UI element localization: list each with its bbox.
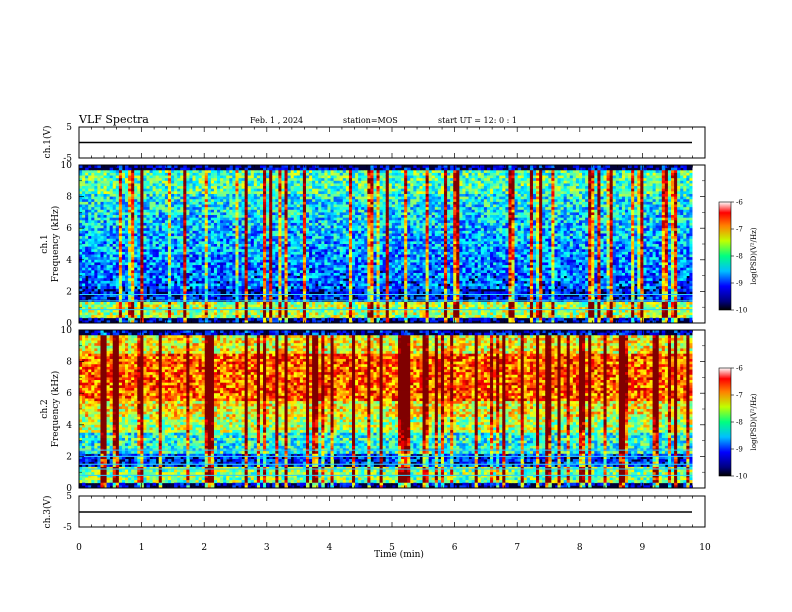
ch2-colorbar-tick: -8 <box>736 419 743 427</box>
x-tick-label: 7 <box>514 543 520 553</box>
x-tick-label: 8 <box>577 543 583 553</box>
ch1-spectrogram-ytick-label: 6 <box>66 224 72 234</box>
figure-title: VLF Spectra <box>78 113 149 126</box>
ch1-spectrogram-ytick-label: 8 <box>66 193 72 203</box>
ch2-colorbar-tick: -6 <box>736 365 743 373</box>
ch1-spectrogram-ytick-label: 2 <box>66 287 72 297</box>
x-tick-label: 5 <box>389 543 395 553</box>
ch1-spectrogram-ytick-label: 0 <box>66 319 72 329</box>
ch2-spectrogram-ytick-label: 6 <box>66 389 72 399</box>
ch2-spectrogram-ylabel-channel: ch.2 <box>40 399 50 418</box>
ch2-colorbar-tick: -10 <box>736 473 747 481</box>
ch1-colorbar-tick: -7 <box>736 226 743 234</box>
x-tick-label: 3 <box>264 543 270 553</box>
ch1-spectrogram-ytick-label: 10 <box>61 161 73 171</box>
ch2-spectrogram-ytick-label: 8 <box>66 358 72 368</box>
ch2-colorbar-tick: -7 <box>736 392 743 400</box>
ch2-spectrogram-image <box>79 330 705 488</box>
ch2-colorbar: -6 -7 -8 -9 -10 log(PSD)(V²/Hz) <box>718 365 758 481</box>
ch1-waveform-ylabel: ch.1(V) <box>42 126 53 159</box>
ch1-colorbar-tick: -6 <box>736 199 743 207</box>
x-axis-label: Time (min) <box>374 549 424 560</box>
ch3-ytick-top: 5 <box>66 492 72 502</box>
ch1-spectrogram-panel: 0 2 4 6 8 10 ch.1 Frequency (kHz) <box>40 161 706 329</box>
ch2-colorbar-gradient <box>718 367 732 477</box>
ch2-spectrogram-panel: 0 2 4 6 8 10 ch.2 Frequency (kHz) <box>40 326 706 494</box>
ch1-ytick-bottom: -5 <box>63 154 72 164</box>
ch2-colorbar-label: log(PSD)(V²/Hz) <box>750 393 758 450</box>
ch1-spectrogram-ylabel-channel: ch.1 <box>40 234 50 253</box>
ch1-colorbar-tick: -9 <box>736 280 743 288</box>
ch1-spectrogram-image <box>79 165 705 323</box>
start-time-label: start UT = 12: 0 : 1 <box>438 116 517 125</box>
x-tick-label: 6 <box>452 543 458 553</box>
x-tick-label: 0 <box>76 543 82 553</box>
ch2-spectrogram-ytick-label: 10 <box>61 326 73 336</box>
ch2-colorbar-tick: -9 <box>736 446 743 454</box>
ch1-spectrogram-ylabel-freq: Frequency (kHz) <box>50 206 61 283</box>
ch3-waveform-ylabel: ch.3(V) <box>42 496 53 529</box>
ch1-colorbar-label: log(PSD)(V²/Hz) <box>750 227 758 284</box>
x-tick-label: 9 <box>640 543 646 553</box>
ch1-colorbar-tick: -8 <box>736 253 743 261</box>
x-tick-label: 1 <box>139 543 145 553</box>
ch3-ytick-bottom: -5 <box>63 523 72 533</box>
x-tick-label: 4 <box>327 543 333 553</box>
x-tick-label: 2 <box>201 543 207 553</box>
ch2-spectrogram-ylabel-freq: Frequency (kHz) <box>50 371 61 448</box>
ch1-ytick-top: 5 <box>66 123 72 133</box>
ch2-spectrogram-ytick-label: 2 <box>66 452 72 462</box>
ch1-colorbar: -6 -7 -8 -9 -10 log(PSD)(V²/Hz) <box>718 199 758 315</box>
ch1-waveform-panel: 5 -5 ch.1(V) <box>42 123 706 164</box>
x-tick-label: 10 <box>699 543 711 553</box>
ch1-spectrogram-ytick-label: 4 <box>66 256 72 266</box>
ch1-colorbar-tick: -10 <box>736 307 747 315</box>
date-label: Feb. 1 , 2024 <box>250 116 303 125</box>
station-label: station=MOS <box>343 116 398 125</box>
ch1-colorbar-gradient <box>718 201 732 311</box>
ch3-waveform-panel: 5 -5 ch.3(V) 0 1 2 3 4 5 6 7 8 9 10 Time (min) <box>42 492 711 560</box>
ch2-spectrogram-ytick-label: 4 <box>66 421 72 431</box>
ch2-spectrogram-ytick-label: 0 <box>66 484 72 494</box>
